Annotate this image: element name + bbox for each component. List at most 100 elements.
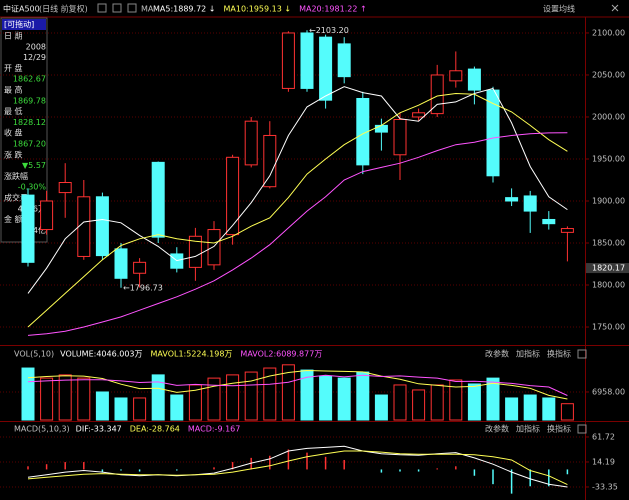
- candle-body: [244, 120, 258, 166]
- y-tick-label: 14.19: [592, 457, 615, 466]
- info-label: 成交量: [4, 193, 28, 203]
- candle-body: [188, 235, 202, 268]
- candle-body: [300, 32, 314, 89]
- panel-title: MACD(5,10,3): [14, 425, 70, 434]
- volume-bar: [95, 391, 109, 421]
- candle-body: [356, 97, 370, 166]
- close-icon[interactable]: [611, 4, 619, 12]
- info-value: 2008: [26, 42, 46, 51]
- index-name: 中证A500: [3, 4, 40, 14]
- ma-label: MA: [141, 5, 154, 14]
- info-value: 1862.67: [13, 75, 46, 84]
- volume-bar: [449, 379, 463, 421]
- candle-body: [40, 200, 54, 231]
- candle-body: [449, 70, 463, 82]
- volume-bar: [356, 371, 370, 421]
- panel-button[interactable]: 加指标: [516, 424, 540, 434]
- info-label: 金 额: [4, 214, 23, 224]
- toolbar-icon[interactable]: [127, 3, 137, 13]
- candle-body: [263, 134, 277, 188]
- info-title-bg: [2, 19, 46, 30]
- candle-body: [560, 228, 574, 233]
- volume-bar: [21, 367, 35, 421]
- candle-body: [281, 32, 295, 89]
- candle-body: [505, 197, 519, 202]
- info-label: 开 盘: [4, 63, 23, 73]
- y-tick-label: 2100.00: [592, 28, 625, 37]
- volume-bar: [244, 371, 258, 421]
- close-button[interactable]: [577, 349, 587, 359]
- candle-body: [58, 182, 72, 194]
- y-tick-label: 1750.00: [592, 323, 625, 332]
- volume-bar: [170, 394, 184, 421]
- price-marker-label: 1820.17: [592, 264, 625, 273]
- ma-line: [27, 132, 568, 336]
- candle-body: [393, 119, 407, 156]
- volume-bar: [560, 403, 574, 421]
- ma-settings[interactable]: 设置均线: [543, 4, 575, 14]
- info-label: 最 高: [4, 85, 23, 95]
- info-label: 日 期: [4, 32, 23, 41]
- volume-bar: [281, 364, 295, 421]
- candle-body: [542, 218, 556, 225]
- legend-entry: MA20:1981.22 ↑: [299, 5, 367, 14]
- candle-body: [337, 43, 351, 78]
- volume-bar: [133, 397, 147, 421]
- volume-bar: [542, 397, 556, 421]
- panel-title: VOL(5,10): [14, 350, 54, 359]
- volume-bar: [430, 384, 444, 421]
- legend-entry: MAVOL1:5224.198万: [151, 350, 233, 359]
- volume-bar: [40, 377, 54, 421]
- panel-button[interactable]: 换指标: [547, 349, 571, 359]
- info-value: 12/29: [23, 53, 46, 62]
- volume-bar: [188, 384, 202, 421]
- panel-button[interactable]: 换指标: [547, 424, 571, 434]
- toolbar-icon[interactable]: [97, 3, 107, 13]
- info-label: 涨 跌: [4, 149, 23, 159]
- info-label: 收 盘: [4, 128, 23, 138]
- volume-bar: [226, 374, 240, 421]
- extreme-annotation: ←1796.73: [123, 283, 163, 292]
- volume-bar: [505, 397, 519, 421]
- y-tick-label: 1850.00: [592, 239, 625, 248]
- volume-bar: [467, 383, 481, 421]
- volume-bar: [77, 377, 91, 421]
- y-tick-label: 2050.00: [592, 70, 625, 79]
- legend-entry: DIF:-33.347: [76, 425, 122, 434]
- y-tick-label: 1900.00: [592, 196, 625, 205]
- volume-bar: [58, 374, 72, 421]
- volume-bar: [319, 375, 333, 421]
- candle-body: [114, 248, 128, 279]
- y-tick-label: 1800.00: [592, 281, 625, 290]
- mavol-line: [27, 369, 568, 400]
- legend-entry: DEA:-28.764: [130, 425, 180, 434]
- info-value: 1869.78: [13, 96, 46, 105]
- candle-body: [151, 161, 165, 238]
- candle-body: [374, 124, 388, 133]
- candle-body: [523, 195, 537, 212]
- legend-entry: VOLUME:4046.003万: [60, 350, 142, 359]
- y-tick-label: -33.35: [592, 482, 618, 491]
- info-value: -0.30%: [18, 183, 47, 192]
- legend-entry: MACD:-9.167: [188, 425, 240, 434]
- volume-bar: [337, 377, 351, 421]
- panel-button[interactable]: 改参数: [485, 349, 509, 359]
- candle-body: [467, 68, 481, 91]
- y-tick-label: 61.72: [592, 432, 615, 441]
- volume-bar: [374, 394, 388, 421]
- volume-bar: [412, 389, 426, 421]
- close-button[interactable]: [577, 424, 587, 434]
- extreme-annotation: ←2103.20: [309, 26, 349, 35]
- legend-entry: MAVOL2:6089.877万: [240, 350, 322, 359]
- legend-entry: MA5:1889.72 ↓: [153, 5, 216, 14]
- legend-entry: MA10:1959.13 ↓: [224, 5, 292, 14]
- candle-body: [412, 112, 426, 118]
- candle-body: [319, 36, 333, 101]
- panel-button[interactable]: 改参数: [485, 424, 509, 434]
- y-tick-label: 1950.00: [592, 154, 625, 163]
- candle-body: [226, 156, 240, 236]
- toolbar-icon[interactable]: [112, 3, 122, 13]
- info-label: 最 低: [4, 106, 23, 116]
- volume-bar: [486, 377, 500, 421]
- panel-button[interactable]: 加指标: [516, 349, 540, 359]
